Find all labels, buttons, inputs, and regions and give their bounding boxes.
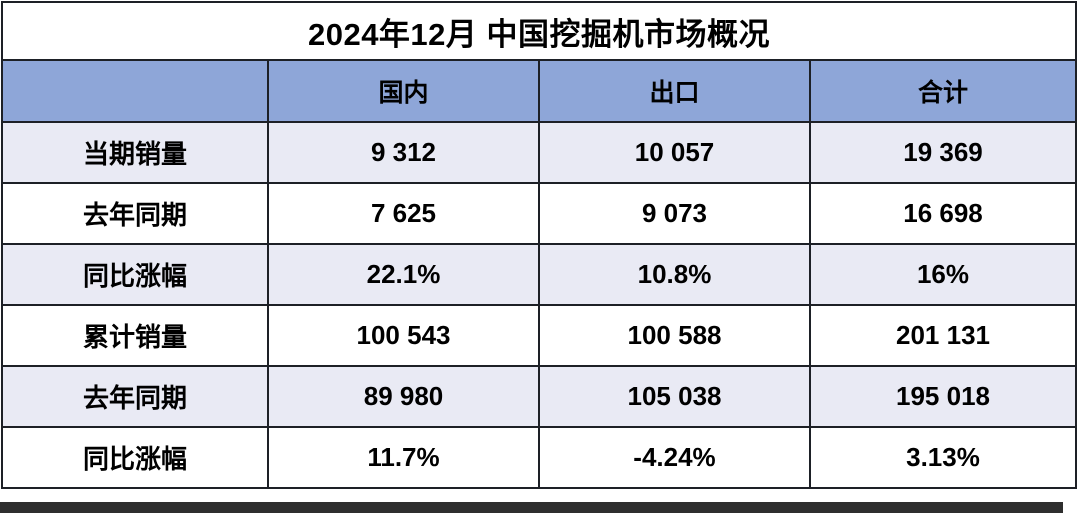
table-row-current-sales: 当期销量 9 312 10 057 19 369 (1, 121, 1077, 184)
column-header-blank (1, 59, 269, 123)
table-row-last-year-period: 去年同期 7 625 9 073 16 698 (1, 182, 1077, 245)
market-table: 2024年12月 中国挖掘机市场概况 国内 出口 合计 当期销量 9 312 1… (1, 1, 1077, 489)
column-header-domestic: 国内 (267, 59, 540, 123)
table-row-cumulative-yoy-change: 同比涨幅 11.7% -4.24% 3.13% (1, 426, 1077, 489)
row-label: 去年同期 (1, 365, 269, 428)
column-header-total: 合计 (809, 59, 1077, 123)
title-row: 2024年12月 中国挖掘机市场概况 (1, 1, 1077, 61)
cell-total: 16 698 (809, 182, 1077, 245)
row-label: 当期销量 (1, 121, 269, 184)
cell-domestic: 89 980 (267, 365, 540, 428)
table-row-last-year-cumulative: 去年同期 89 980 105 038 195 018 (1, 365, 1077, 428)
cell-export: 100 588 (538, 304, 811, 367)
cell-export: 105 038 (538, 365, 811, 428)
cell-total: 16% (809, 243, 1077, 306)
cell-domestic: 100 543 (267, 304, 540, 367)
table-bottom-shadow (0, 502, 1063, 513)
cell-domestic: 7 625 (267, 182, 540, 245)
cell-total: 195 018 (809, 365, 1077, 428)
header-row: 国内 出口 合计 (1, 59, 1077, 123)
row-label: 去年同期 (1, 182, 269, 245)
row-label: 同比涨幅 (1, 243, 269, 306)
row-label: 同比涨幅 (1, 426, 269, 489)
cell-export: 10 057 (538, 121, 811, 184)
cell-export: 9 073 (538, 182, 811, 245)
cell-domestic: 9 312 (267, 121, 540, 184)
page-title: 2024年12月 中国挖掘机市场概况 (1, 1, 1077, 61)
cell-total: 19 369 (809, 121, 1077, 184)
cell-total: 201 131 (809, 304, 1077, 367)
row-label: 累计销量 (1, 304, 269, 367)
column-header-export: 出口 (538, 59, 811, 123)
cell-domestic: 22.1% (267, 243, 540, 306)
cell-total: 3.13% (809, 426, 1077, 489)
table-row-yoy-change: 同比涨幅 22.1% 10.8% 16% (1, 243, 1077, 306)
cell-export: -4.24% (538, 426, 811, 489)
cell-domestic: 11.7% (267, 426, 540, 489)
cell-export: 10.8% (538, 243, 811, 306)
table-row-cumulative-sales: 累计销量 100 543 100 588 201 131 (1, 304, 1077, 367)
